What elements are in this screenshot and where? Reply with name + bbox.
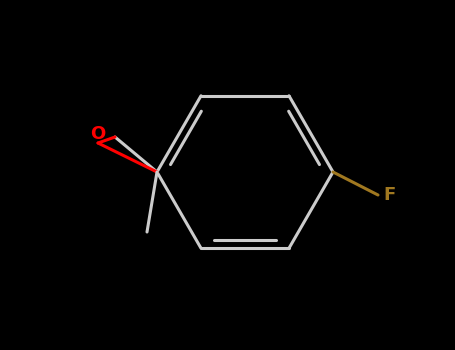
Text: F: F (383, 186, 395, 204)
Text: O: O (91, 125, 106, 143)
